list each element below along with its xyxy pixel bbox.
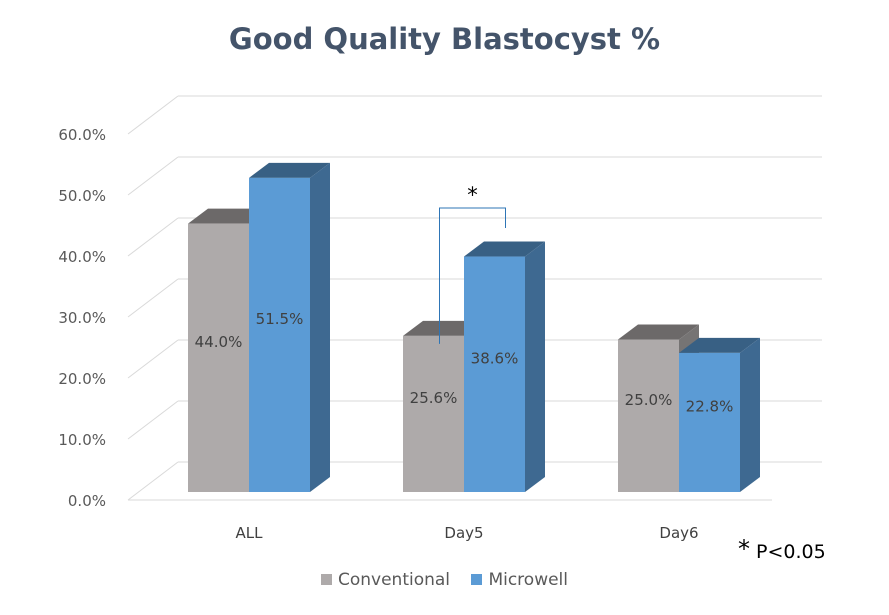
y-tick-label: 10.0% <box>58 431 106 449</box>
legend-swatch-conventional <box>320 574 332 585</box>
legend-item-conventional: Conventional <box>320 570 451 590</box>
x-tick-label: Day5 <box>444 524 483 542</box>
data-label: 51.5% <box>256 310 304 328</box>
bar-top <box>403 320 484 336</box>
legend-label-conventional: Conventional <box>337 570 451 590</box>
bar-side <box>525 241 545 492</box>
y-tick-label: 0.0% <box>68 492 106 510</box>
side-wall-line <box>127 278 179 318</box>
data-label: 38.6% <box>471 349 519 367</box>
y-tick-label: 30.0% <box>58 309 106 327</box>
data-label: 25.0% <box>625 391 673 409</box>
bar-top <box>679 337 760 353</box>
bar-conventional-all <box>188 223 249 492</box>
significance-bracket <box>439 207 506 344</box>
legend: Conventional Microwell <box>0 570 889 590</box>
data-label: 22.8% <box>686 397 734 415</box>
side-wall-line <box>127 156 179 196</box>
bar-conventional-day6 <box>618 339 679 492</box>
legend-item-microwell: Microwell <box>471 570 568 590</box>
bar-conventional-day5 <box>403 335 464 492</box>
legend-label-microwell: Microwell <box>488 570 569 590</box>
side-wall-line <box>127 95 179 135</box>
side-wall-line <box>127 339 179 379</box>
bar-top <box>188 208 269 224</box>
side-wall-line <box>127 217 179 257</box>
y-tick-label: 20.0% <box>58 370 106 388</box>
footnote-asterisk: * <box>738 535 750 563</box>
x-tick-label: ALL <box>236 524 264 542</box>
footnote-text: P<0.05 <box>756 541 826 563</box>
bar-top <box>618 324 699 340</box>
side-wall-line <box>127 400 179 440</box>
bar-microwell-all <box>249 177 310 492</box>
y-tick-label: 40.0% <box>58 248 106 266</box>
bar-side <box>740 337 760 492</box>
bar-side <box>310 162 330 492</box>
side-wall-line <box>127 461 179 501</box>
y-tick-label: 50.0% <box>58 187 106 205</box>
bar-microwell-day5 <box>464 256 525 492</box>
data-label: 44.0% <box>195 333 243 351</box>
x-tick-label: Day6 <box>659 524 698 542</box>
chart-title: Good Quality Blastocyst % <box>228 22 661 56</box>
bar-microwell-day6 <box>679 352 740 492</box>
legend-swatch-microwell <box>471 574 483 585</box>
significance-asterisk: * <box>467 183 478 207</box>
bar-top <box>464 241 545 257</box>
y-tick-label: 60.0% <box>58 126 106 144</box>
data-label: 25.6% <box>410 389 458 407</box>
significance-footnote: * P<0.05 <box>738 535 826 563</box>
bar-top <box>249 162 330 178</box>
